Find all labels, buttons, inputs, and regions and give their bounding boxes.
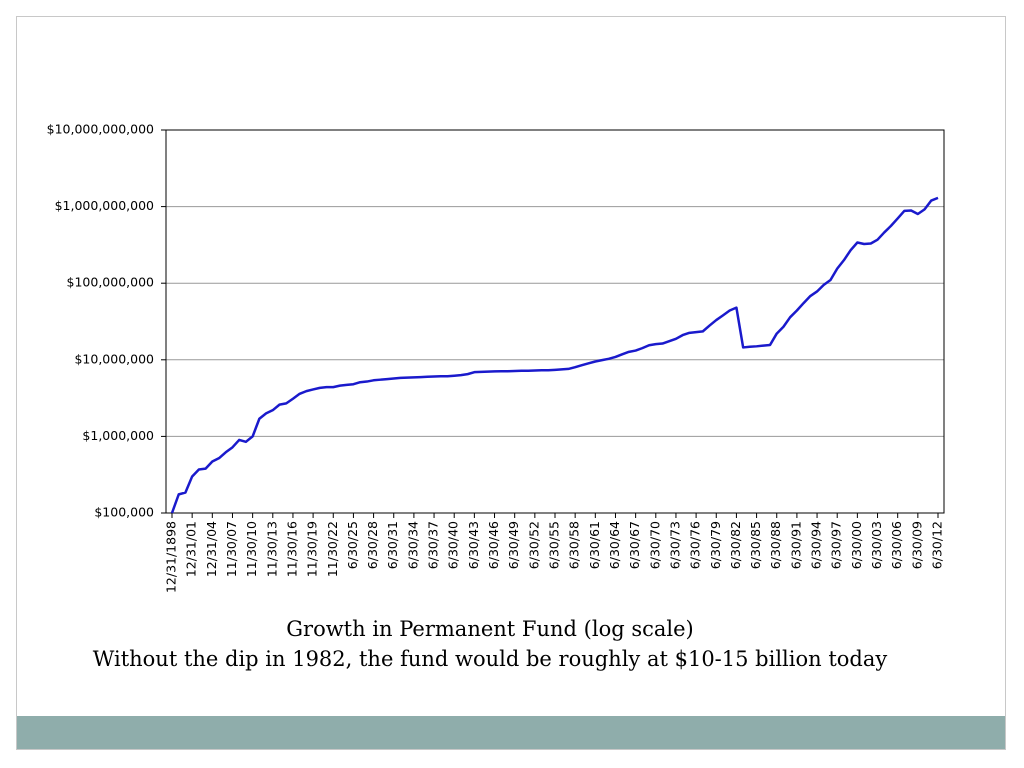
x-tick-label: 11/30/07 [224,521,239,577]
x-tick-label: 6/30/46 [486,521,501,569]
x-tick-label: 6/30/34 [405,521,420,569]
x-tick-label: 6/30/76 [688,521,703,569]
x-tick-label: 6/30/91 [788,521,803,569]
x-tick-label: 6/30/03 [869,521,884,569]
x-tick-label: 6/30/09 [909,521,924,569]
y-tick-label: $100,000 [94,505,154,520]
x-tick-label: 6/30/55 [547,521,562,569]
y-tick-label: $1,000,000,000 [55,198,154,213]
x-tick-label: 6/30/85 [748,521,763,569]
x-tick-label: 6/30/61 [587,521,602,569]
x-tick-label: 11/30/10 [244,521,259,577]
x-tick-label: 6/30/52 [526,521,541,569]
x-tick-label: 6/30/28 [365,521,380,569]
x-tick-label: 6/30/06 [889,521,904,569]
x-tick-label: 6/30/97 [829,521,844,569]
x-tick-label: 6/30/73 [667,521,682,569]
x-tick-label: 11/30/22 [325,521,340,577]
chart-subtitle: Without the dip in 1982, the fund would … [93,647,888,671]
x-tick-label: 6/30/70 [647,521,662,569]
x-tick-label: 6/30/00 [849,521,864,569]
x-tick-label: 12/31/04 [204,521,219,577]
x-tick-label: 12/31/01 [184,521,199,577]
x-tick-label: 6/30/25 [345,521,360,569]
x-tick-label: 6/30/31 [385,521,400,569]
y-tick-label: $10,000,000,000 [47,122,154,137]
data-line [170,196,939,514]
x-tick-label: 11/30/13 [264,521,279,577]
footer-bar [17,716,1005,749]
x-tick-label: 6/30/79 [708,521,723,569]
y-tick-label: $10,000,000 [74,351,154,366]
x-tick-label: 6/30/37 [426,521,441,569]
x-tick-label: 6/30/58 [567,521,582,569]
x-tick-label: 12/31/1898 [164,521,179,593]
x-tick-label: 6/30/88 [768,521,783,569]
chart-title: Growth in Permanent Fund (log scale) [286,617,693,641]
x-tick-label: 6/30/94 [809,521,824,569]
y-tick-label: $100,000,000 [67,275,155,290]
x-tick-label: 6/30/12 [930,521,945,569]
x-tick-label: 11/30/19 [305,521,320,577]
x-tick-label: 6/30/82 [728,521,743,569]
x-tick-label: 6/30/64 [607,521,622,569]
slide-frame [16,16,1006,750]
x-tick-label: 6/30/40 [446,521,461,569]
y-tick-label: $1,000,000 [82,428,154,443]
x-tick-label: 6/30/67 [627,521,642,569]
x-tick-label: 6/30/43 [466,521,481,569]
x-tick-label: 6/30/49 [506,521,521,569]
x-tick-label: 11/30/16 [284,521,299,577]
